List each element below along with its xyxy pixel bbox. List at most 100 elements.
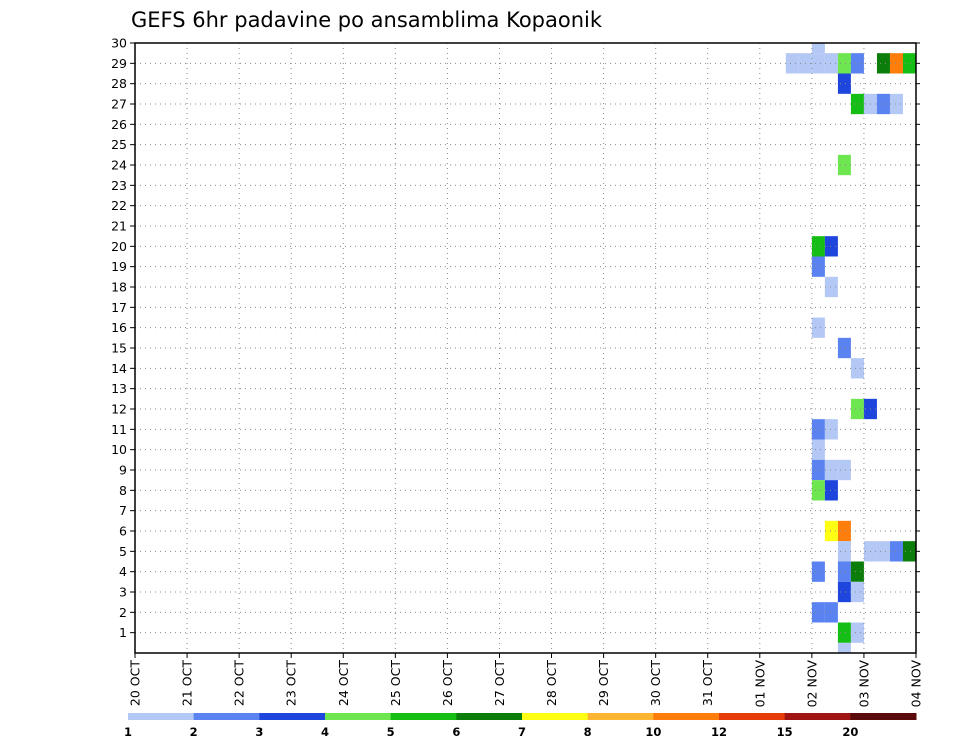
x-axis-ticks: 20 OCT 21 OCT 22 OCT 23 OCT 24 OCT 25 OCT 26 O… bbox=[128, 653, 924, 707]
y-tick-label: 11 bbox=[111, 422, 127, 437]
heatmap-cell bbox=[837, 53, 851, 74]
colorbar-label: 7 bbox=[518, 725, 526, 739]
colorbar-swatch bbox=[193, 713, 260, 720]
colorbar: 1 2 3 4 5 6 7 8 10 12 15 20 bbox=[124, 713, 917, 739]
colorbar-swatch bbox=[784, 713, 851, 720]
heatmap-cell bbox=[811, 459, 825, 481]
grid-lines bbox=[135, 43, 916, 653]
heatmap-cell bbox=[811, 236, 825, 257]
y-tick-label: 10 bbox=[111, 442, 127, 457]
y-tick-label: 20 bbox=[111, 239, 127, 254]
heatmap-cell bbox=[850, 398, 864, 420]
heatmap-cell bbox=[837, 622, 851, 643]
colorbar-label: 4 bbox=[321, 725, 329, 739]
heatmap-cell bbox=[824, 53, 838, 74]
y-tick-label: 18 bbox=[111, 280, 127, 295]
y-tick-label: 26 bbox=[111, 117, 127, 132]
y-axis-ticks: 1234567891011121314151617181920212223242… bbox=[111, 36, 920, 640]
y-tick-label: 2 bbox=[119, 605, 127, 620]
y-tick-label: 9 bbox=[119, 463, 127, 478]
heatmap-cell bbox=[811, 43, 825, 54]
y-tick-label: 25 bbox=[111, 137, 127, 152]
colorbar-label: 6 bbox=[452, 725, 460, 739]
heatmap-cell bbox=[837, 520, 851, 542]
heatmap-cell bbox=[850, 622, 864, 643]
x-tick-label: 23 OCT bbox=[284, 660, 299, 706]
y-tick-label: 28 bbox=[111, 76, 127, 91]
y-tick-label: 22 bbox=[111, 198, 127, 213]
x-tick-label: 21 OCT bbox=[180, 660, 195, 706]
heatmap-cell bbox=[889, 53, 903, 74]
heatmap-cell bbox=[811, 480, 825, 501]
x-tick-label: 03 NOV bbox=[856, 660, 871, 708]
heatmap-cell bbox=[837, 337, 851, 359]
colorbar-swatch bbox=[719, 713, 786, 720]
heatmap-cell bbox=[837, 459, 851, 481]
y-tick-label: 19 bbox=[111, 259, 127, 274]
heatmap-cell bbox=[850, 53, 864, 74]
y-tick-label: 13 bbox=[111, 381, 127, 396]
y-tick-label: 29 bbox=[111, 56, 127, 71]
heatmap-cell bbox=[824, 520, 838, 542]
y-tick-label: 15 bbox=[111, 341, 127, 356]
heatmap-cell bbox=[811, 439, 825, 460]
y-tick-label: 16 bbox=[111, 320, 127, 335]
x-tick-label: 29 OCT bbox=[596, 660, 611, 706]
x-tick-label: 04 NOV bbox=[909, 660, 924, 708]
heatmap-cell bbox=[837, 642, 851, 653]
y-tick-label: 7 bbox=[119, 503, 127, 518]
colorbar-label: 5 bbox=[387, 725, 395, 739]
heatmap-cell bbox=[837, 73, 851, 94]
heatmap-cell bbox=[824, 459, 838, 481]
heatmap-cell bbox=[902, 53, 916, 74]
heatmap-cell bbox=[837, 154, 851, 176]
heatmap-cell bbox=[811, 561, 825, 582]
heatmap-cell bbox=[824, 276, 838, 298]
heatmap-cell bbox=[889, 93, 903, 115]
heatmap-cell bbox=[876, 53, 890, 74]
heatmap-cell bbox=[837, 581, 851, 603]
colorbar-label: 10 bbox=[645, 725, 661, 739]
chart-title: GEFS 6hr padavine po ansamblima Kopaonik bbox=[131, 8, 603, 32]
y-tick-label: 27 bbox=[111, 97, 127, 112]
y-tick-label: 12 bbox=[111, 402, 127, 417]
y-tick-label: 1 bbox=[119, 625, 127, 640]
colorbar-label: 8 bbox=[584, 725, 592, 739]
heatmap-cell bbox=[850, 581, 864, 603]
x-tick-label: 28 OCT bbox=[544, 660, 559, 706]
heatmap-cell bbox=[824, 480, 838, 501]
heatmap-cell bbox=[850, 358, 864, 379]
heatmap-cell bbox=[811, 602, 825, 623]
colorbar-swatch bbox=[522, 713, 589, 720]
x-tick-label: 02 NOV bbox=[804, 660, 819, 708]
heatmap-cell bbox=[850, 561, 864, 582]
y-tick-label: 17 bbox=[111, 300, 127, 315]
colorbar-label: 20 bbox=[842, 725, 858, 739]
y-tick-label: 23 bbox=[111, 178, 127, 193]
heatmap-cell bbox=[811, 53, 825, 74]
colorbar-swatch bbox=[325, 713, 392, 720]
heatmap-cell bbox=[824, 602, 838, 623]
x-tick-label: 01 NOV bbox=[752, 660, 767, 708]
heatmap-cell bbox=[850, 93, 864, 115]
y-tick-label: 6 bbox=[119, 524, 127, 539]
colorbar-swatch bbox=[390, 713, 457, 720]
colorbar-label: 15 bbox=[777, 725, 793, 739]
x-tick-label: 30 OCT bbox=[648, 660, 663, 706]
colorbar-label: 12 bbox=[711, 725, 727, 739]
colorbar-label: 3 bbox=[255, 725, 263, 739]
heatmap-cell bbox=[811, 256, 825, 277]
y-tick-label: 3 bbox=[119, 585, 127, 600]
colorbar-swatch bbox=[850, 713, 917, 720]
heatmap-cell bbox=[876, 93, 890, 115]
colorbar-label: 2 bbox=[190, 725, 198, 739]
y-tick-label: 5 bbox=[119, 544, 127, 559]
x-tick-label: 27 OCT bbox=[492, 660, 507, 706]
y-tick-label: 21 bbox=[111, 219, 127, 234]
x-tick-label: 25 OCT bbox=[388, 660, 403, 706]
heatmap-cell bbox=[837, 541, 851, 562]
colorbar-swatch bbox=[259, 713, 326, 720]
heatmap-cell bbox=[785, 53, 799, 74]
colorbar-swatch bbox=[128, 713, 195, 720]
